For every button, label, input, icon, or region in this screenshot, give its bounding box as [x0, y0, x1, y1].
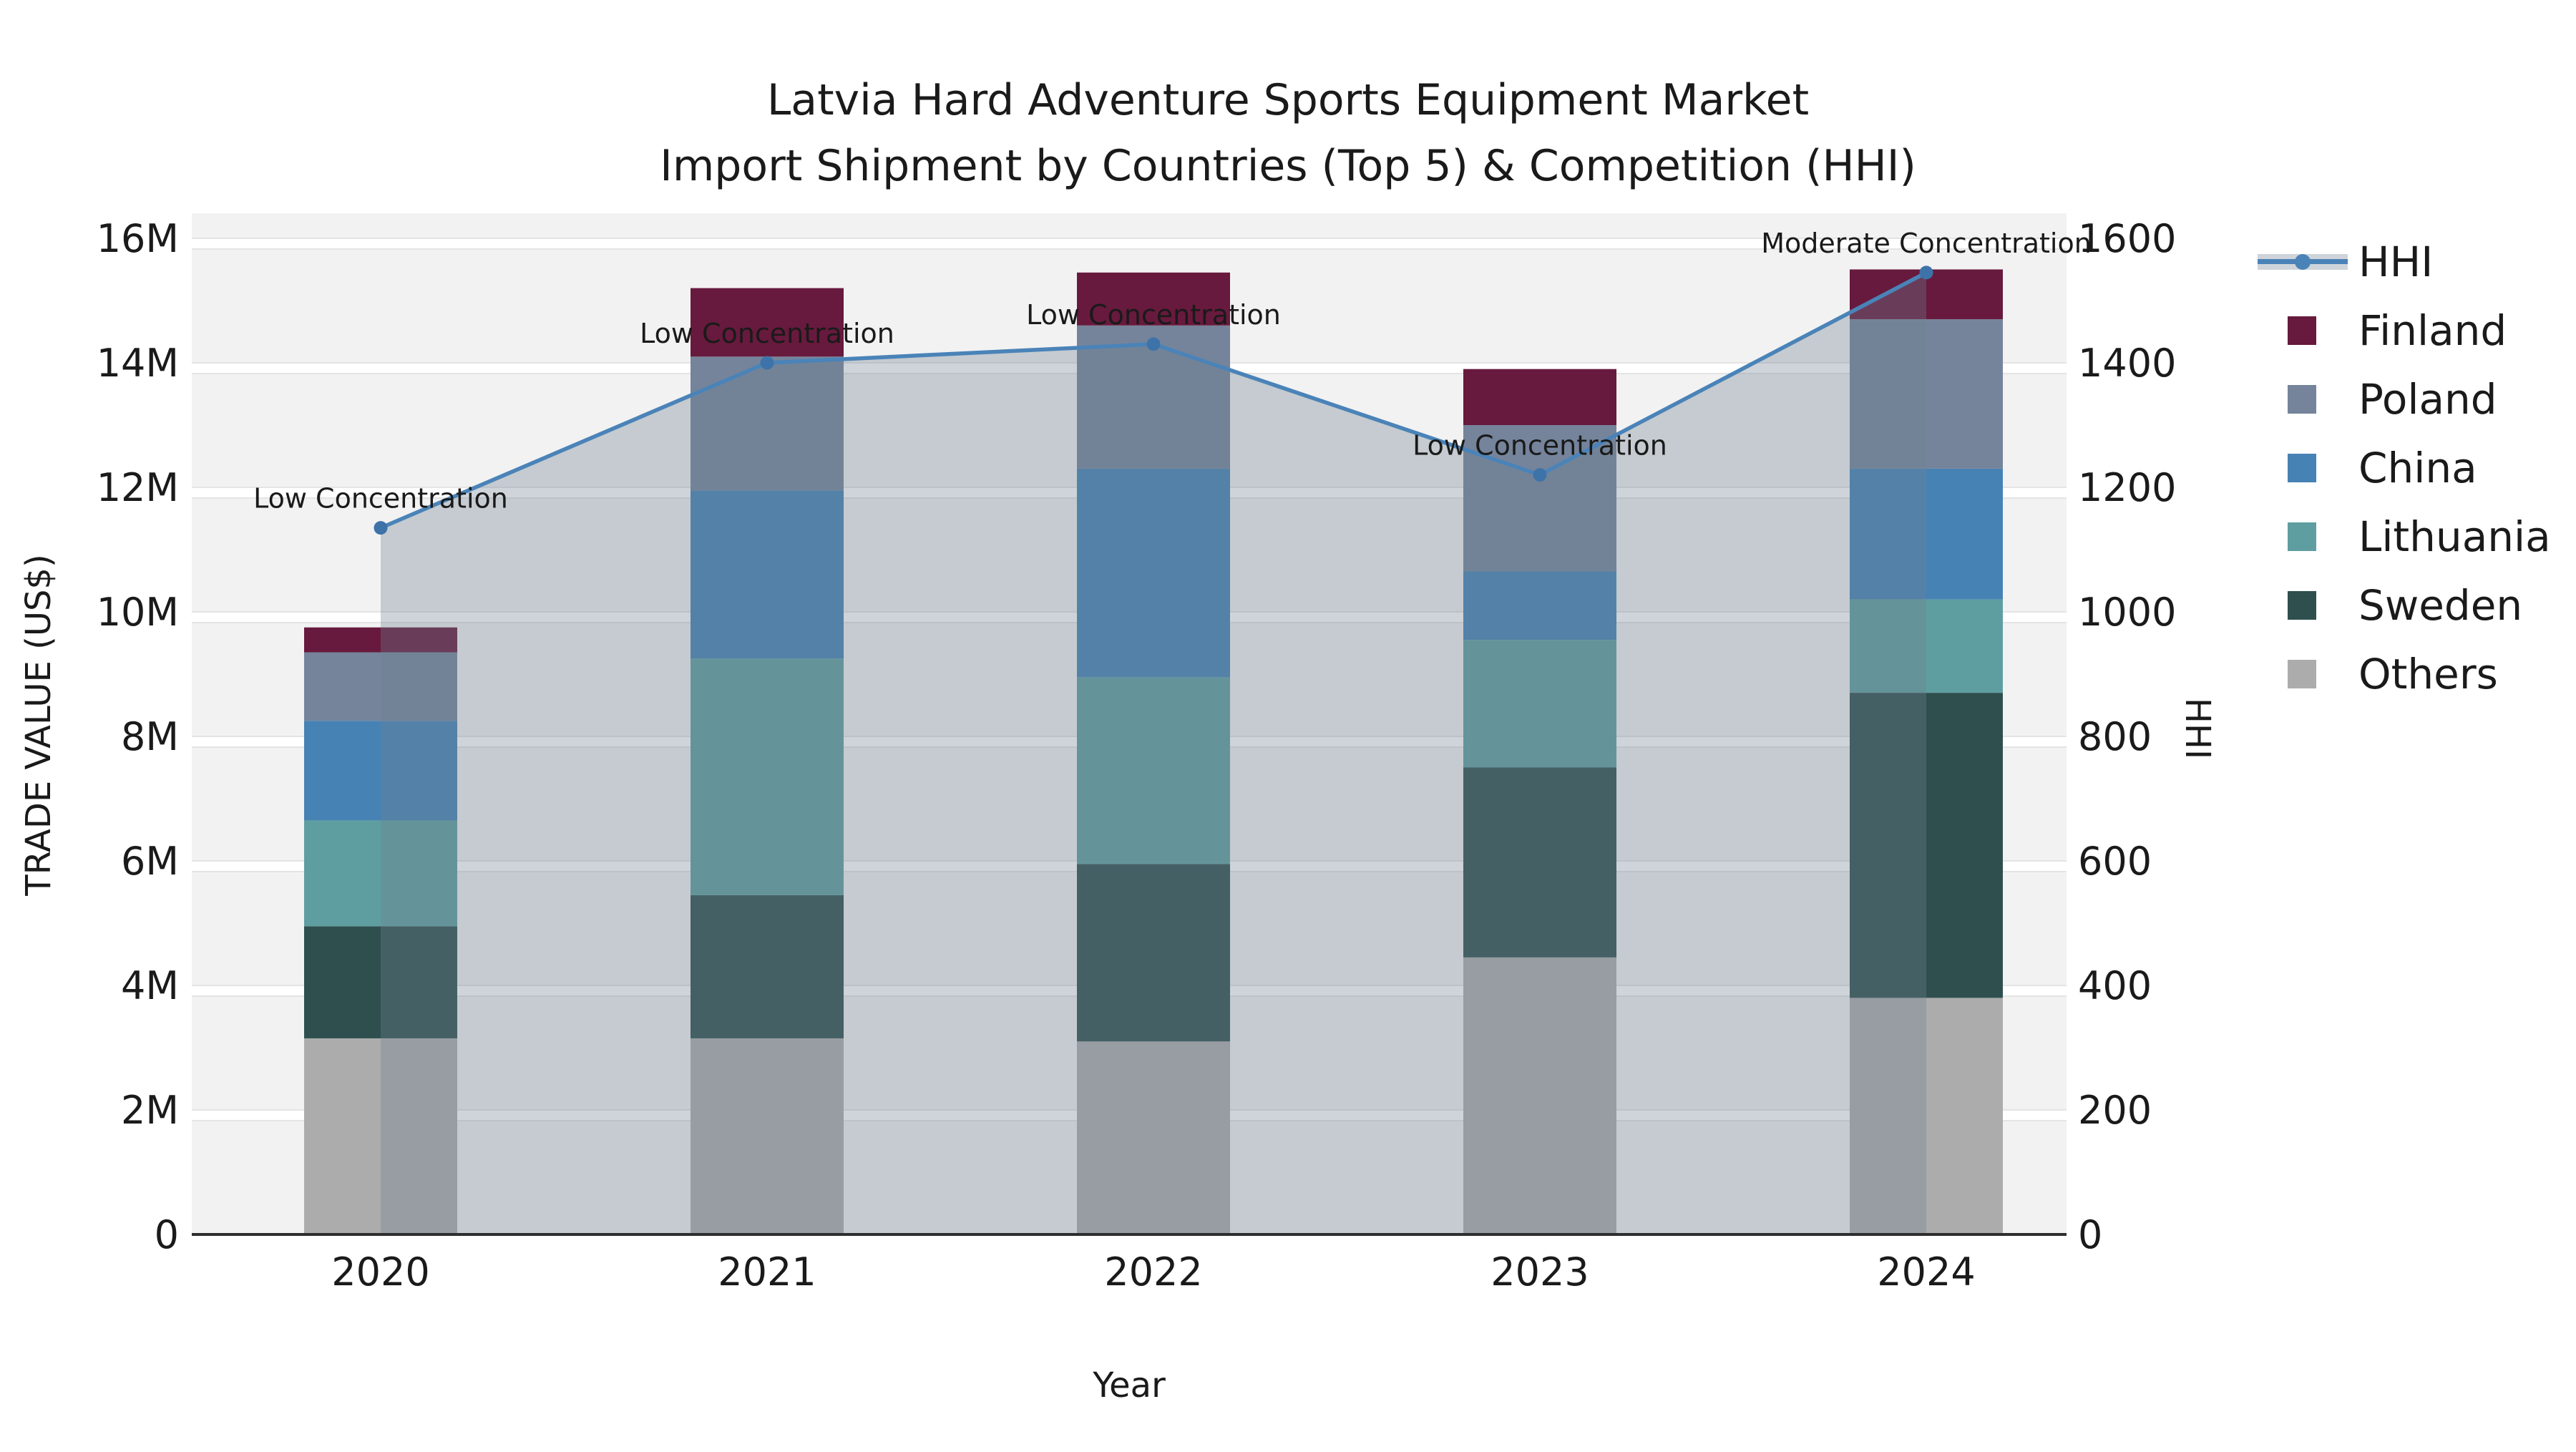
- legend-label-china: China: [2358, 444, 2477, 492]
- hhi-markers: [374, 265, 1933, 535]
- y-tick-left-10M: 10M: [97, 590, 179, 635]
- y-tick-right-1000: 1000: [2078, 590, 2176, 635]
- hhi-point-2021: [760, 356, 774, 370]
- x-tick-2022: 2022: [1104, 1249, 1202, 1295]
- y-tick-right-200: 200: [2078, 1088, 2152, 1133]
- y-axis-label-right: HHI: [2177, 698, 2218, 759]
- legend-swatch-lithuania: [2288, 522, 2316, 551]
- legend: HHI Finland Poland China Lithuania Sweden Othe…: [2258, 238, 2551, 698]
- legend-label-hhi: HHI: [2358, 238, 2433, 286]
- bar-segment-finland-2021: [691, 288, 844, 357]
- bar-segment-sweden-2023: [1463, 767, 1616, 958]
- bar-segment-sweden-2021: [691, 895, 844, 1038]
- annotations: Low Concentration Low Concentration Low Co…: [253, 228, 2092, 515]
- bar-segment-china-2021: [691, 490, 844, 659]
- hhi-point-2022: [1146, 337, 1161, 351]
- annotation-2024: Moderate Concentration: [1761, 228, 2092, 259]
- x-tick-2023: 2023: [1491, 1249, 1589, 1295]
- y-tick-left-0: 0: [155, 1212, 179, 1257]
- legend-swatch-china: [2288, 454, 2316, 482]
- bar-segment-lithuania-2022: [1077, 677, 1230, 864]
- x-axis-line: [192, 1233, 2067, 1236]
- legend-label-sweden: Sweden: [2358, 581, 2522, 630]
- legend-label-lithuania: Lithuania: [2358, 512, 2551, 561]
- y-tick-right-800: 800: [2078, 714, 2152, 759]
- bar-segment-sweden-2020: [304, 926, 457, 1038]
- legend-label-poland: Poland: [2358, 375, 2497, 424]
- bar-segment-others-2020: [304, 1038, 457, 1234]
- bar-segment-others-2024: [1850, 998, 2003, 1234]
- bar-segment-china-2022: [1077, 468, 1230, 678]
- stacked-bars: [304, 269, 2003, 1234]
- bar-segment-poland-2020: [304, 652, 457, 721]
- x-tick-2020: 2020: [331, 1249, 429, 1295]
- bar-segment-sweden-2024: [1850, 693, 2003, 998]
- y-axis-label-left: TRADE VALUE (US$): [19, 554, 59, 896]
- y-tick-left-14M: 14M: [97, 341, 179, 386]
- annotation-2023: Low Concentration: [1413, 430, 1667, 462]
- hhi-area-fill: [381, 272, 1926, 1234]
- y-tick-right-0: 0: [2078, 1212, 2102, 1257]
- y-tick-labels-left: 0 2M 4M 6M 8M 10M 12M 14M 16M: [97, 216, 179, 1257]
- bar-segment-lithuania-2023: [1463, 640, 1616, 768]
- y-tick-left-16M: 16M: [97, 216, 179, 261]
- annotation-2021: Low Concentration: [640, 318, 894, 349]
- y-tick-left-2M: 2M: [121, 1088, 179, 1133]
- legend-label-others: Others: [2358, 650, 2498, 698]
- gridline-edge: [192, 248, 2067, 250]
- y-tick-right-600: 600: [2078, 839, 2152, 884]
- y-tick-left-12M: 12M: [97, 465, 179, 510]
- chart-title-line2: Import Shipment by Countries (Top 5) & C…: [660, 141, 1916, 191]
- annotation-2022: Low Concentration: [1026, 299, 1281, 331]
- gridline-edge: [192, 238, 2067, 239]
- bar-segment-finland-2023: [1463, 369, 1616, 425]
- bar-segment-others-2021: [691, 1038, 844, 1234]
- legend-hhi-marker: [2295, 254, 2311, 270]
- y-tick-right-1600: 1600: [2078, 216, 2176, 261]
- bar-segment-lithuania-2024: [1850, 599, 2003, 693]
- bar-segment-china-2024: [1850, 468, 2003, 600]
- bar-segment-lithuania-2021: [691, 658, 844, 895]
- hhi-point-2020: [374, 521, 388, 535]
- y-tick-right-400: 400: [2078, 963, 2152, 1008]
- bar-segment-poland-2024: [1850, 319, 2003, 469]
- hhi-point-2024: [1919, 265, 1933, 280]
- bar-segment-china-2020: [304, 721, 457, 821]
- y-tick-left-4M: 4M: [121, 963, 179, 1008]
- legend-swatch-sweden: [2288, 591, 2316, 620]
- legend-swatch-poland: [2288, 385, 2316, 414]
- bar-segment-sweden-2022: [1077, 864, 1230, 1042]
- x-tick-labels: 2020 2021 2022 2023 2024: [331, 1249, 1975, 1295]
- y-tick-left-8M: 8M: [121, 714, 179, 759]
- y-tick-right-1400: 1400: [2078, 341, 2176, 386]
- annotation-2020: Low Concentration: [253, 483, 508, 515]
- bar-segment-china-2023: [1463, 571, 1616, 640]
- y-tick-labels-right: 0 200 400 600 800 1000 1200 1400 1600: [2078, 216, 2176, 1257]
- bar-segment-others-2022: [1077, 1041, 1230, 1234]
- chart-title-line1: Latvia Hard Adventure Sports Equipment M…: [767, 75, 1809, 125]
- gridline-band: [192, 238, 2067, 249]
- bar-segment-finland-2020: [304, 627, 457, 653]
- legend-label-finland: Finland: [2358, 306, 2507, 355]
- x-tick-2021: 2021: [718, 1249, 816, 1295]
- bar-segment-lithuania-2020: [304, 820, 457, 927]
- bar-segment-poland-2021: [691, 356, 844, 491]
- bar-segment-others-2023: [1463, 957, 1616, 1234]
- y-tick-left-6M: 6M: [121, 839, 179, 884]
- x-axis-label: Year: [1092, 1365, 1166, 1405]
- hhi-point-2023: [1533, 468, 1547, 482]
- legend-swatch-others: [2288, 660, 2316, 688]
- legend-swatch-finland: [2288, 316, 2316, 345]
- y-tick-right-1200: 1200: [2078, 465, 2176, 510]
- x-tick-2024: 2024: [1877, 1249, 1975, 1295]
- bar-segment-finland-2022: [1077, 272, 1230, 326]
